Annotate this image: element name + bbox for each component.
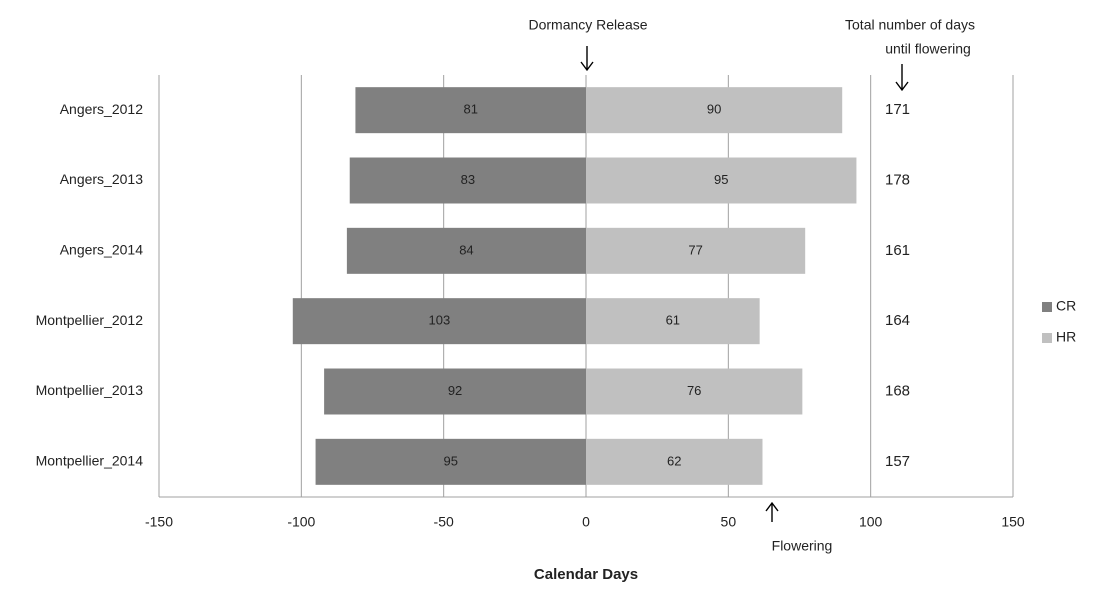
bar (346, 227, 586, 274)
bar (586, 227, 806, 274)
x-tick-label: 100 (859, 514, 883, 530)
x-tick-label: 0 (582, 514, 590, 530)
legend-label: HR (1056, 329, 1076, 345)
value-label: 84 (459, 242, 473, 257)
x-axis-label: Calendar Days (534, 566, 638, 583)
total-label: 161 (885, 242, 910, 259)
x-tick-label: 50 (721, 514, 737, 530)
flowering-arrow (765, 501, 779, 522)
total-label: 157 (885, 453, 910, 470)
total-annotation: Total number of days (845, 17, 975, 33)
x-tick-label: -100 (287, 514, 315, 530)
value-label: 103 (429, 313, 451, 328)
total-arrow (895, 64, 909, 92)
value-label: 61 (666, 313, 680, 328)
bar (586, 157, 857, 204)
value-label: 95 (714, 172, 728, 187)
bar (586, 298, 760, 345)
legend-swatch (1042, 333, 1052, 343)
value-label: 77 (688, 242, 702, 257)
value-label: 76 (687, 383, 701, 398)
bar (292, 298, 586, 345)
x-tick-label: -150 (145, 514, 173, 530)
y-tick-label: Montpellier_2014 (36, 453, 144, 469)
bar (349, 157, 586, 204)
value-label: 62 (667, 453, 681, 468)
value-label: 95 (444, 453, 458, 468)
value-label: 92 (448, 383, 462, 398)
value-label: 81 (463, 102, 477, 117)
total-label: 164 (885, 312, 910, 329)
x-tick-label: 150 (1001, 514, 1025, 530)
bar (586, 368, 803, 415)
x-tick-label: -50 (434, 514, 454, 530)
dormancy-annotation: Dormancy Release (528, 17, 647, 33)
total-label: 171 (885, 101, 910, 118)
bar (324, 368, 586, 415)
dormancy-arrow (580, 46, 594, 72)
value-label: 83 (461, 172, 475, 187)
y-tick-label: Montpellier_2012 (36, 312, 144, 328)
total-annotation: until flowering (885, 41, 971, 57)
flowering-annotation: Flowering (772, 538, 833, 554)
legend-swatch (1042, 302, 1052, 312)
total-label: 168 (885, 382, 910, 399)
bar (355, 87, 586, 134)
total-label: 178 (885, 171, 910, 188)
bar (586, 438, 763, 485)
y-tick-label: Montpellier_2013 (36, 382, 144, 398)
bar (586, 87, 843, 134)
legend-label: CR (1056, 298, 1076, 314)
value-label: 90 (707, 102, 721, 117)
bar (315, 438, 586, 485)
y-tick-label: Angers_2012 (60, 101, 144, 117)
y-tick-label: Angers_2013 (60, 171, 144, 187)
y-tick-label: Angers_2014 (60, 242, 144, 258)
